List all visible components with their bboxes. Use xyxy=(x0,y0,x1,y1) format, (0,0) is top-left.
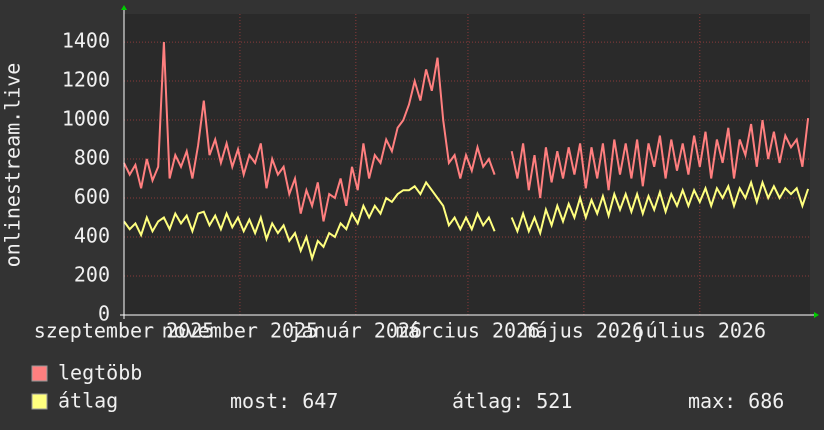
series-line xyxy=(123,42,810,222)
x-tick-label: január 2026 xyxy=(290,319,422,343)
stat: átlag: 521 xyxy=(452,389,572,413)
y-axis-label: onlinestream.live xyxy=(1,63,25,268)
y-tick-label: 1400 xyxy=(62,29,110,53)
legend-swatch xyxy=(31,393,48,410)
y-tick-label: 1200 xyxy=(62,68,110,92)
legend-swatch xyxy=(31,365,48,382)
stat-value: 521 xyxy=(536,389,572,413)
y-tick-label: 200 xyxy=(74,263,110,287)
y-tick-label: 0 xyxy=(98,302,110,326)
plot-area xyxy=(124,14,810,315)
series-line xyxy=(123,179,810,263)
stat-value: 686 xyxy=(748,389,784,413)
y-tick-label: 1000 xyxy=(62,107,110,131)
axis-arrow xyxy=(121,5,127,10)
x-tick-label: május 2026 xyxy=(524,319,644,343)
y-tick-label: 600 xyxy=(74,185,110,209)
legend-label: átlag xyxy=(58,389,118,413)
stat-label: most: xyxy=(230,389,290,413)
stat-value: 647 xyxy=(302,389,338,413)
x-tick-label: szeptember 2025 xyxy=(34,319,215,343)
y-tick-label: 800 xyxy=(74,146,110,170)
y-tick-label: 400 xyxy=(74,224,110,248)
stat-label: max: xyxy=(688,389,736,413)
x-tick-label: március 2026 xyxy=(396,319,541,343)
stat: max: 686 xyxy=(688,389,784,413)
x-tick-label: november 2025 xyxy=(162,319,319,343)
legend-label: legtöbb xyxy=(58,361,142,385)
stat: most: 647 xyxy=(230,389,338,413)
x-tick-label: július 2026 xyxy=(634,319,766,343)
axis-arrow xyxy=(814,312,819,318)
stat-label: átlag: xyxy=(452,389,524,413)
